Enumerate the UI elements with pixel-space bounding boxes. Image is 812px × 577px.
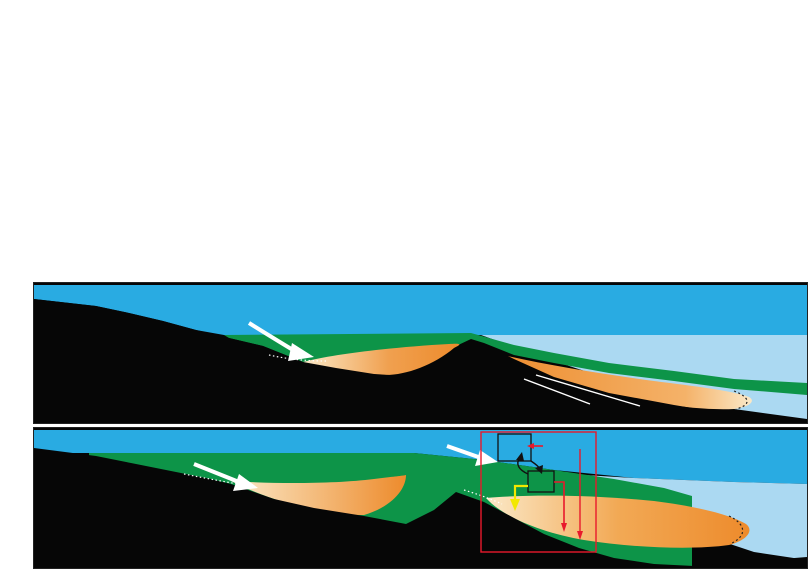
pyrite-path-line xyxy=(513,484,528,500)
oxic-water-layer xyxy=(34,285,807,335)
age3-cross-section xyxy=(33,282,808,424)
sediment-surface xyxy=(34,299,807,423)
age2-cross-section xyxy=(33,427,808,569)
diagram-frame xyxy=(480,431,597,553)
euxinic-lens-upper-slope xyxy=(231,475,406,516)
redox-flux-diagram xyxy=(480,431,597,553)
euxinic-dotted-edge xyxy=(728,515,744,545)
age3-annotations xyxy=(34,283,807,423)
ferruginous-water-layer xyxy=(224,333,807,395)
shuttle-dotted-lines xyxy=(183,473,503,505)
euxinic-lens-basin xyxy=(486,351,752,410)
oxic-water-layer xyxy=(34,430,807,484)
shuttle-arrowhead xyxy=(288,343,314,361)
sediment-surface xyxy=(34,448,807,568)
pyrite-arrowhead xyxy=(510,499,520,511)
shuttle-arrowhead-1 xyxy=(233,474,258,491)
mo-flux-line xyxy=(554,481,565,524)
fauna-pointer-lines xyxy=(523,374,641,407)
age3-scene-art xyxy=(34,283,807,423)
euxinic-lens-upper-slope xyxy=(303,343,460,375)
age2-annotations xyxy=(34,428,807,568)
euxinic-lens-basin xyxy=(486,495,750,548)
age2-scene-art xyxy=(34,428,807,568)
euxinic-dotted-edge xyxy=(733,390,748,410)
